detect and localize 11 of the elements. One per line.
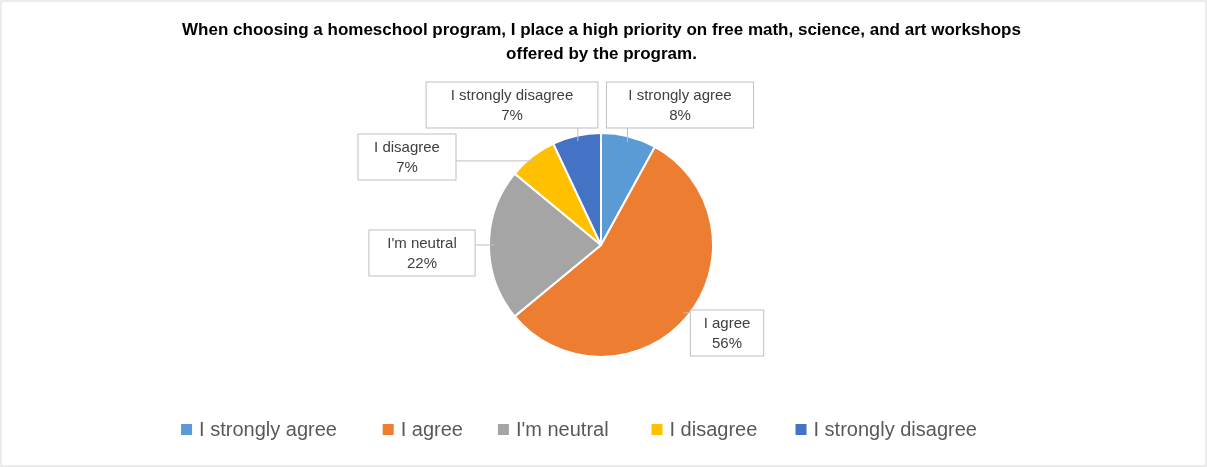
legend-label: I agree (400, 418, 463, 440)
legend-label: I strongly agree (199, 418, 337, 440)
legend-label: I'm neutral (515, 418, 609, 440)
data-label: I disagree 7% (374, 138, 440, 175)
data-label: I strongly disagree 7% (450, 86, 574, 123)
legend-label: I disagree (669, 418, 758, 440)
data-label: I strongly agree 8% (628, 86, 732, 123)
data-label: I agree 56% (703, 314, 751, 351)
chart-title: When choosing a homeschool program, I place a high priority on free math, science, and art workshops offered by the program. (182, 20, 1021, 63)
data-label: I'm neutral 22% (387, 234, 457, 271)
legend-label: I strongly disagree (813, 418, 977, 440)
